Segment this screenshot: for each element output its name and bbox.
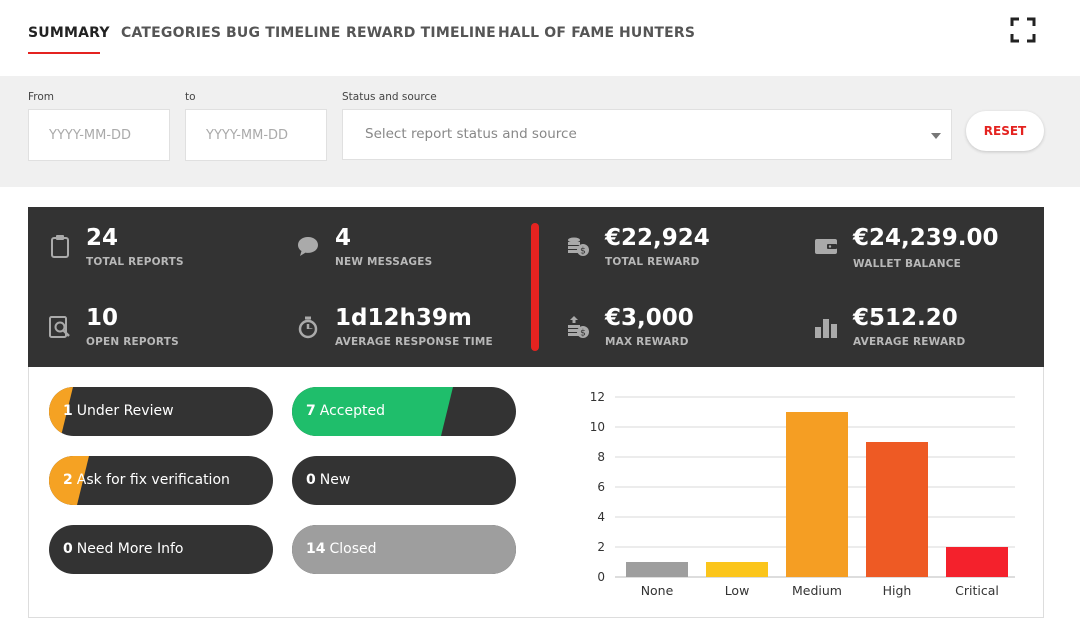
- avg-response-value: 1d12h39m: [335, 305, 472, 331]
- y-tick-label: 2: [597, 540, 605, 554]
- status-pill-text: 1 Under Review: [63, 387, 174, 436]
- max-reward-label: MAX REWARD: [605, 336, 689, 348]
- clipboard-icon: [51, 235, 69, 258]
- top-navigation: SUMMARY CATEGORIES BUG TIMELINE REWARD T…: [0, 0, 1080, 76]
- y-tick-label: 12: [590, 390, 605, 404]
- status-count: 2: [63, 472, 73, 488]
- status-label: Accepted: [319, 403, 385, 419]
- total-reports-value: 24: [86, 225, 119, 251]
- tab-hall-of-fame[interactable]: HALL OF FAME: [498, 25, 615, 41]
- from-date-input[interactable]: [28, 109, 170, 161]
- new-messages-value: 4: [335, 225, 352, 251]
- y-tick-label: 4: [597, 510, 605, 524]
- tab-bug-timeline[interactable]: BUG TIMELINE: [226, 25, 341, 41]
- bar-high[interactable]: [866, 442, 928, 577]
- tab-summary[interactable]: SUMMARY: [28, 25, 110, 41]
- tab-reward-timeline[interactable]: REWARD TIMELINE: [346, 25, 496, 41]
- status-count: 14: [306, 541, 326, 557]
- x-tick-label: Low: [725, 583, 750, 598]
- status-pill-need-more-info[interactable]: 0 Need More Info: [49, 525, 273, 574]
- status-pill-accepted[interactable]: 7 Accepted: [292, 387, 516, 436]
- stats-divider: [531, 223, 539, 351]
- y-tick-label: 10: [590, 420, 605, 434]
- avg-response-label: AVERAGE RESPONSE TIME: [335, 336, 493, 348]
- svg-text:$: $: [580, 247, 586, 257]
- x-tick-label: Critical: [955, 583, 999, 598]
- avg-reward-value: €512.20: [853, 305, 958, 331]
- bar-chart-icon: [815, 319, 837, 338]
- status-label: Ask for fix verification: [76, 472, 230, 488]
- total-reward-label: TOTAL REWARD: [605, 256, 700, 268]
- status-label: Status and source: [342, 91, 437, 103]
- status-source-placeholder: Select report status and source: [365, 126, 577, 142]
- x-tick-label: Medium: [792, 583, 842, 598]
- status-count: 0: [63, 541, 73, 557]
- tab-hunters[interactable]: HUNTERS: [619, 25, 696, 41]
- status-pill-text: 14 Closed: [306, 525, 377, 574]
- chevron-down-icon: [931, 133, 941, 139]
- x-tick-label: None: [641, 583, 674, 598]
- summary-panel: 1 Under Review 7 Accepted 2 Ask for fix verif…: [28, 367, 1044, 618]
- total-reports-label: TOTAL REPORTS: [86, 256, 184, 268]
- status-pill-text: 0 New: [306, 456, 350, 505]
- reset-button[interactable]: RESET: [966, 111, 1044, 151]
- status-count: 0: [306, 472, 316, 488]
- status-pill-fill: [292, 387, 453, 436]
- bar-medium[interactable]: [786, 412, 848, 577]
- active-tab-indicator: [28, 52, 100, 54]
- status-pill-text: 2 Ask for fix verification: [63, 456, 230, 505]
- coin-stack-up-icon: $: [568, 316, 589, 339]
- tab-categories[interactable]: CATEGORIES: [121, 25, 222, 41]
- max-reward-value: €3,000: [605, 305, 694, 331]
- status-pill-new[interactable]: 0 New: [292, 456, 516, 505]
- y-tick-label: 0: [597, 570, 605, 584]
- y-tick-label: 6: [597, 480, 605, 494]
- wallet-icon: [815, 239, 837, 254]
- coin-stack-icon: $: [568, 237, 589, 257]
- bar-low[interactable]: [706, 562, 768, 577]
- from-label: From: [28, 91, 55, 103]
- chat-bubble-icon: [298, 237, 318, 256]
- svg-text:$: $: [580, 329, 586, 339]
- stopwatch-icon: [298, 316, 318, 339]
- filter-bar: From to Status and source Select report …: [0, 76, 1080, 187]
- open-reports-label: OPEN REPORTS: [86, 336, 179, 348]
- status-label: Need More Info: [76, 541, 184, 557]
- bar-none[interactable]: [626, 562, 688, 577]
- status-pill-text: 7 Accepted: [306, 387, 385, 436]
- y-tick-label: 8: [597, 450, 605, 464]
- wallet-balance-value: €24,239.00: [853, 225, 999, 251]
- status-pill-fill: [292, 525, 516, 574]
- status-label: New: [319, 472, 351, 488]
- severity-bar-chart: 0 2 4 6 8 10 12 None Low Medium High Critical: [590, 390, 1015, 598]
- total-reward-value: €22,924: [605, 225, 710, 251]
- stats-panel: 24 TOTAL REPORTS 4 NEW MESSAGES 10 OPEN …: [28, 207, 1044, 367]
- fullscreen-icon[interactable]: [1010, 17, 1036, 43]
- status-pill-ask-for-fix-verification[interactable]: 2 Ask for fix verification: [49, 456, 273, 505]
- status-pill-under-review[interactable]: 1 Under Review: [49, 387, 273, 436]
- status-label: Closed: [329, 541, 377, 557]
- status-source-select[interactable]: Select report status and source: [342, 109, 952, 160]
- avg-reward-label: AVERAGE REWARD: [853, 336, 966, 348]
- status-count: 7: [306, 403, 316, 419]
- x-tick-label: High: [883, 583, 912, 598]
- report-search-icon: [49, 316, 70, 338]
- open-reports-value: 10: [86, 305, 119, 331]
- to-date-input[interactable]: [185, 109, 327, 161]
- status-count: 1: [63, 403, 73, 419]
- new-messages-label: NEW MESSAGES: [335, 256, 433, 268]
- status-label: Under Review: [76, 403, 174, 419]
- wallet-balance-label: WALLET BALANCE: [853, 258, 962, 270]
- status-pill-text: 0 Need More Info: [63, 525, 183, 574]
- status-pill-closed[interactable]: 14 Closed: [292, 525, 516, 574]
- to-label: to: [185, 91, 196, 103]
- bar-critical[interactable]: [946, 547, 1008, 577]
